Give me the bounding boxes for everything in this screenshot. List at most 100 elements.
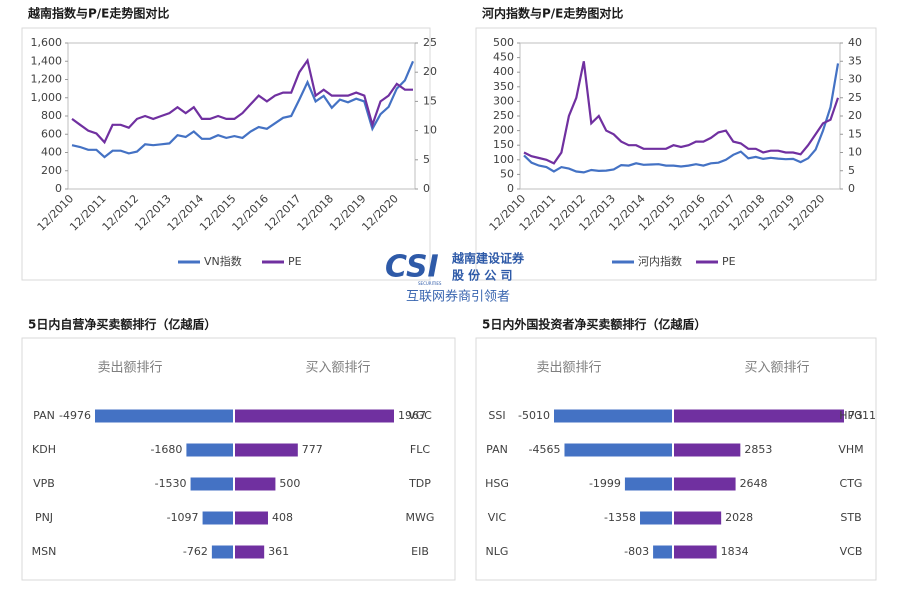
panel-frame (21, 27, 431, 281)
category-label: MSN (32, 545, 57, 558)
bar-value-label: 2648 (740, 477, 768, 490)
bar-value-label: -4565 (529, 443, 561, 456)
logo: CSI 越南建设证券 股 份 公 司 SECURITIES 互联网券商引领者 (385, 250, 525, 305)
y2-tick-label: 0 (423, 182, 430, 195)
logo-sub: SECURITIES (418, 281, 442, 286)
y2-tick-label: 10 (848, 146, 862, 159)
category-label: KDH (32, 443, 56, 456)
y2-tick-label: 15 (423, 94, 437, 107)
y-tick-label: 600 (41, 127, 62, 140)
plot-frame (67, 42, 416, 190)
bar (202, 511, 233, 525)
logo-name: 越南建设证券 (451, 251, 525, 266)
panel-frame (475, 337, 877, 581)
legend-label: PE (722, 255, 736, 268)
bar (235, 409, 394, 423)
bar (554, 409, 672, 423)
y2-tick-label: 20 (423, 65, 437, 78)
y2-tick-label: 25 (848, 91, 862, 104)
y2-tick-label: 20 (848, 109, 862, 122)
category-label: PAN (33, 409, 55, 422)
y2-tick-label: 25 (423, 36, 437, 49)
bar (95, 409, 233, 423)
category-label: EIB (411, 545, 429, 558)
y-tick-label: 300 (493, 94, 514, 107)
y-tick-label: 200 (493, 124, 514, 137)
legend-label: 河内指数 (638, 254, 682, 268)
bar (640, 511, 672, 525)
category-label: VIC (488, 511, 507, 524)
bar-value-label: 1967 (398, 409, 426, 422)
y-tick-label: 150 (493, 138, 514, 151)
bar-value-label: 361 (268, 545, 289, 558)
panel-frame (475, 27, 877, 281)
chart-title: 5日内自营净买卖额排行（亿越盾） (28, 317, 216, 332)
y2-tick-label: 35 (848, 54, 862, 67)
bar-value-label: -1530 (155, 477, 187, 490)
bar-value-label: 2028 (725, 511, 753, 524)
category-label: FLC (410, 443, 430, 456)
chart-title: 河内指数与P/E走势图对比 (481, 6, 623, 21)
bar-value-label: 7311 (848, 409, 876, 422)
y2-tick-label: 0 (848, 182, 855, 195)
y2-tick-label: 10 (423, 124, 437, 137)
bar (674, 409, 844, 423)
line-series (523, 63, 840, 174)
category-label: MWG (406, 511, 435, 524)
y-tick-label: 1,200 (31, 73, 63, 86)
y2-tick-label: 5 (848, 164, 855, 177)
bar-value-label: -1097 (167, 511, 199, 524)
bar (624, 477, 672, 491)
line-series (71, 60, 415, 159)
panel-frame (21, 337, 456, 581)
y-tick-label: 250 (493, 109, 514, 122)
bar (674, 443, 741, 457)
category-label: HSG (485, 477, 509, 490)
y-tick-label: 0 (55, 182, 62, 195)
y-tick-label: 800 (41, 109, 62, 122)
bar-value-label: -4976 (59, 409, 91, 422)
bar (674, 477, 736, 491)
category-label: STB (840, 511, 861, 524)
category-label: VHM (838, 443, 863, 456)
bar (211, 545, 233, 559)
bar-value-label: -1999 (589, 477, 621, 490)
y2-tick-label: 40 (848, 36, 862, 49)
y-tick-label: 100 (493, 153, 514, 166)
category-label: HPG (839, 409, 862, 422)
y2-tick-label: 5 (423, 153, 430, 166)
bar (235, 443, 298, 457)
bar-value-label: -803 (624, 545, 649, 558)
logo-name: 股 份 公 司 (452, 268, 513, 283)
x-tick-label: 12/2020 (359, 192, 401, 234)
bar-value-label: 2853 (744, 443, 772, 456)
y-tick-label: 1,400 (31, 54, 63, 67)
category-label: PAN (486, 443, 508, 456)
legend-label: VN指数 (204, 254, 242, 268)
column-header: 卖出额排行 (97, 361, 162, 376)
y-tick-label: 450 (493, 51, 514, 64)
bar (235, 545, 265, 559)
y-tick-label: 400 (41, 146, 62, 159)
bar (186, 443, 233, 457)
category-label: VGC (408, 409, 432, 422)
legend-label: PE (288, 255, 302, 268)
bar (235, 511, 268, 525)
bar-value-label: -1680 (150, 443, 182, 456)
category-label: NLG (486, 545, 509, 558)
logo-slogan: 互联网券商引领者 (406, 289, 510, 305)
column-header: 买入额排行 (744, 361, 809, 376)
bar (674, 545, 717, 559)
y-tick-label: 1,000 (31, 91, 63, 104)
bar-value-label: -5010 (518, 409, 550, 422)
line-series (71, 57, 413, 145)
category-label: TDP (408, 477, 431, 490)
bar-value-label: -762 (183, 545, 208, 558)
logo-mark: CSI (385, 250, 439, 285)
column-header: 卖出额排行 (536, 361, 601, 376)
category-label: SSI (488, 409, 505, 422)
chart-title: 5日内外国投资者净买卖额排行（亿越盾） (482, 317, 706, 332)
y-tick-label: 1,600 (31, 36, 63, 49)
bar-value-label: 777 (302, 443, 323, 456)
